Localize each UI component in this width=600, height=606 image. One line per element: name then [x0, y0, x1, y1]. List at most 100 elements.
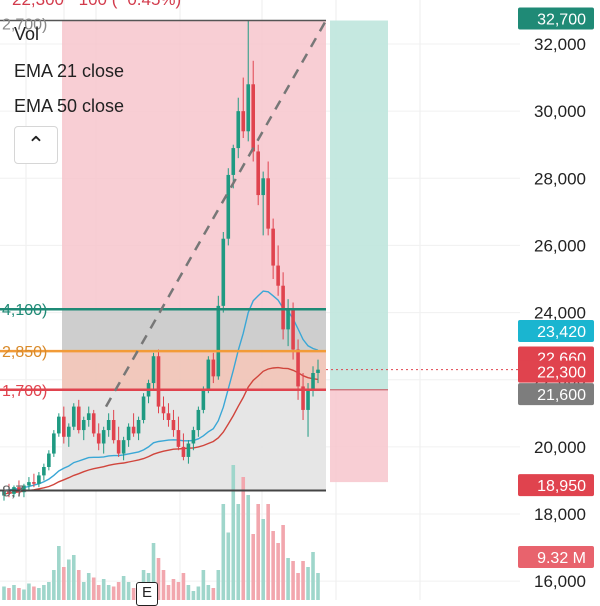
candle-body — [276, 265, 280, 286]
price-badge: 9.32 M — [518, 546, 594, 568]
price-badge: 21,600 — [518, 383, 594, 406]
candle — [27, 477, 31, 491]
price-badge-text: 9.32 M — [537, 550, 586, 567]
volume-bar — [206, 585, 211, 600]
loss-projection — [330, 389, 388, 483]
top-level-label: 2,700) — [2, 17, 47, 34]
candle — [76, 399, 81, 434]
candle-body — [201, 389, 206, 410]
candle-body — [301, 386, 305, 410]
legend-vol[interactable]: Vol — [14, 24, 40, 44]
volume-bar — [12, 585, 16, 600]
candle-body — [96, 433, 101, 444]
candle-body — [181, 446, 186, 457]
candle — [131, 413, 136, 437]
price-badge-text: 23,420 — [537, 324, 586, 341]
volume-bar — [166, 585, 171, 600]
candle — [121, 436, 126, 461]
candle-body — [171, 420, 176, 431]
price-badge-text: 21,600 — [537, 387, 586, 404]
price-badge: 18,950 — [518, 474, 594, 497]
candle-body — [291, 309, 295, 350]
levels: 4,100) 2,850) 1,700) 8,7 2,700) — [0, 17, 520, 501]
stop-zone — [62, 20, 326, 310]
candle-body — [106, 420, 111, 431]
candle-body — [101, 430, 106, 444]
candle — [251, 60, 256, 162]
volume-bar — [42, 585, 46, 600]
candle — [161, 396, 166, 420]
candle — [166, 403, 171, 427]
volume-bar — [171, 579, 176, 600]
volume-bar — [7, 588, 11, 600]
volume-bar — [52, 570, 56, 600]
price-axis: 32,00030,00028,00026,00024,00022,00020,0… — [534, 35, 586, 591]
candle-body — [251, 84, 256, 152]
volume-bar — [201, 570, 206, 600]
volume-bar — [161, 570, 166, 600]
price-badge: 22,300 — [518, 360, 594, 383]
candle-body — [256, 151, 260, 196]
volume-bar — [291, 561, 295, 600]
volume-bar — [22, 589, 26, 600]
volume-bar — [96, 585, 101, 600]
volume-bar — [271, 531, 275, 600]
legend-ema50[interactable]: EMA 50 close — [14, 96, 125, 116]
candle-body — [7, 490, 11, 494]
candle-body — [52, 433, 56, 454]
candle — [62, 406, 66, 444]
candle — [271, 218, 275, 279]
volume-bar — [71, 555, 76, 600]
candle-body — [47, 453, 51, 467]
volume-bar — [226, 532, 231, 600]
candle-body — [156, 356, 161, 407]
volume-bar — [281, 525, 285, 600]
candle — [286, 299, 290, 347]
volume-bar — [66, 559, 71, 600]
candle-body — [131, 426, 136, 434]
candle-body — [27, 482, 31, 486]
volume-bar — [116, 582, 121, 600]
candle — [186, 440, 191, 464]
candle-body — [111, 420, 116, 441]
volume-bars — [2, 465, 320, 600]
candle-body — [2, 490, 6, 496]
candle-body — [236, 111, 241, 149]
candle — [301, 373, 305, 420]
candle-body — [66, 426, 71, 437]
candle-body — [281, 285, 285, 330]
volume-bar — [111, 586, 116, 600]
collapse-legend-button[interactable]: ⌃ — [14, 126, 58, 164]
candle-body — [32, 482, 36, 484]
candle-body — [311, 373, 315, 390]
volume-bar — [86, 573, 91, 600]
price-badge: 23,420 — [518, 320, 594, 343]
volume-bar — [236, 504, 241, 600]
price-badge-text: 32,700 — [537, 12, 586, 29]
volume-bar — [261, 519, 265, 600]
candle — [261, 171, 265, 236]
candle — [116, 426, 121, 457]
volume-bar — [211, 588, 216, 600]
trend-line — [104, 19, 328, 408]
candle-body — [161, 406, 166, 414]
legend-ema21[interactable]: EMA 21 close — [14, 61, 125, 81]
volume-bar — [101, 579, 106, 600]
volume-bar — [151, 543, 156, 600]
candle-body — [151, 356, 156, 384]
volume-bar — [311, 552, 315, 600]
earnings-event-marker[interactable]: E — [136, 582, 158, 606]
candle-body — [141, 396, 146, 420]
candle-body — [81, 420, 86, 431]
volume-bar — [126, 582, 131, 600]
candle-body — [226, 174, 231, 239]
candle-body — [121, 440, 126, 454]
volume-bar — [47, 582, 51, 600]
candle — [311, 366, 315, 397]
volume-bar — [286, 558, 290, 600]
candle — [126, 423, 131, 447]
candle-body — [241, 111, 246, 132]
candle-body — [266, 178, 270, 229]
profit-projection — [330, 20, 388, 390]
